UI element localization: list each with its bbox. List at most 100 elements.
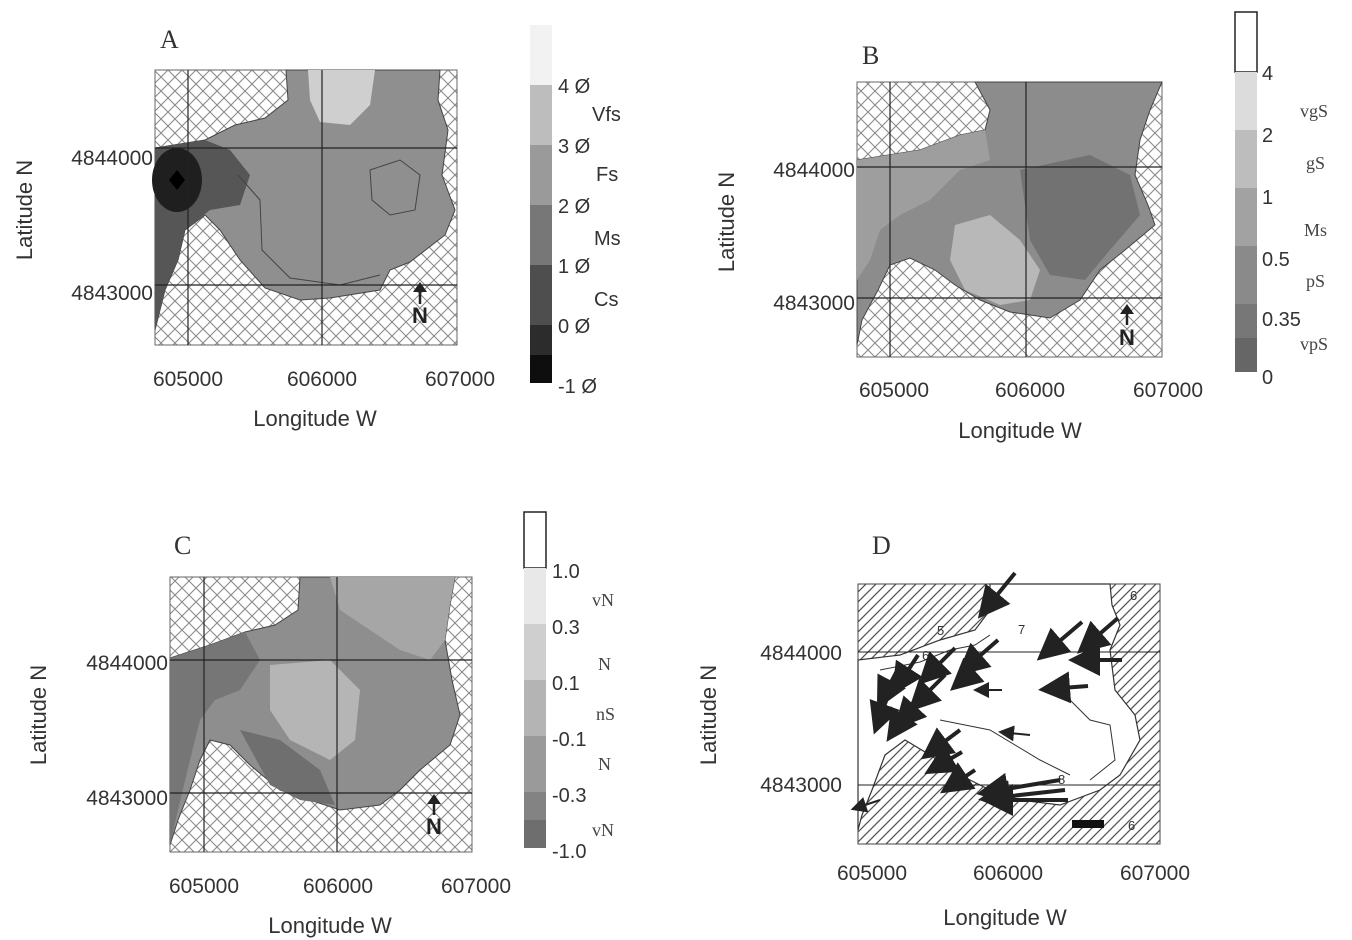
panel-c-colorbar-tick: -1.0 bbox=[552, 841, 586, 863]
panel-a-north-arrow: N bbox=[412, 282, 428, 328]
panel-a-colorbar-class: Fs bbox=[596, 164, 618, 186]
panel-a-ytick: 4844000 bbox=[71, 147, 153, 170]
panel-b-colorbar-tick: 1 bbox=[1262, 187, 1273, 209]
panel-b-label: B bbox=[862, 41, 879, 70]
panel-c-ylabel: Latitude N bbox=[26, 665, 51, 765]
panel-b-colorbar-tick: 4 bbox=[1262, 63, 1273, 85]
panel-d-contour-label: 5 bbox=[937, 623, 944, 638]
panel-a-colorbar-class: Vfs bbox=[592, 104, 621, 126]
panel-d-contour-label: 6 bbox=[1128, 818, 1135, 833]
panel-a-sample-marker bbox=[169, 170, 185, 190]
panel-a-colorbar-tick: -1 Ø bbox=[558, 376, 597, 398]
panel-d-xtick: 607000 bbox=[1120, 862, 1190, 885]
panel-c-colorbar-tick: 1.0 bbox=[552, 561, 580, 583]
transport-arrow bbox=[850, 797, 881, 813]
panel-b-xtick: 605000 bbox=[859, 379, 929, 402]
panel-b-colorbar: 4 2 1 0.5 0.35 0 vgS gS Ms pS vpS bbox=[1234, 11, 1328, 389]
svg-text:N: N bbox=[426, 814, 442, 839]
panel-c-xtick: 607000 bbox=[441, 875, 511, 898]
panel-c-ytick: 4844000 bbox=[86, 652, 168, 675]
panel-d-label: D bbox=[872, 531, 891, 560]
transport-arrow bbox=[977, 571, 1017, 619]
panel-a: A 605000 606000 607000 4844000 4843000 L… bbox=[12, 25, 621, 431]
svg-text:N: N bbox=[412, 303, 428, 328]
panel-d: D 5 6 7 6 8 6 bbox=[696, 531, 1190, 930]
panel-d-contour-label: 7 bbox=[1018, 622, 1025, 637]
panel-c-colorbar-class: N bbox=[598, 754, 611, 774]
panel-d-contour-line bbox=[939, 719, 1071, 776]
svg-text:N: N bbox=[1119, 325, 1135, 350]
panel-b-colorbar-class: pS bbox=[1306, 271, 1325, 291]
panel-b-ylabel: Latitude N bbox=[714, 172, 739, 272]
panel-b-colorbar-class: Ms bbox=[1304, 220, 1327, 240]
panel-a-xtick: 606000 bbox=[287, 368, 357, 391]
panel-b: B 605000 606000 607000 4844000 4843000 L… bbox=[714, 11, 1328, 443]
panel-c-colorbar-tick: 0.1 bbox=[552, 673, 580, 695]
transport-arrow bbox=[918, 646, 957, 685]
panel-c-xtick: 606000 bbox=[303, 875, 373, 898]
panel-a-colorbar-tick: 3 Ø bbox=[558, 136, 590, 158]
transport-arrow bbox=[998, 725, 1031, 742]
panel-d-ylabel: Latitude N bbox=[696, 665, 721, 765]
panel-b-xlabel: Longitude W bbox=[958, 418, 1082, 443]
panel-a-contour-line bbox=[237, 174, 381, 286]
panel-c-skewed-zone-north bbox=[330, 577, 455, 660]
panel-a-xtick: 607000 bbox=[425, 368, 495, 391]
panel-d-ytick: 4843000 bbox=[760, 774, 842, 797]
panel-a-colorbar-tick: 0 Ø bbox=[558, 316, 590, 338]
panel-c-colorbar-class: vN bbox=[592, 820, 614, 840]
panel-c-colorbar-class: N bbox=[598, 654, 611, 674]
panel-a-contour-inner bbox=[369, 159, 421, 216]
transport-arrow bbox=[950, 657, 987, 691]
panel-a-colorbar-tick: 4 Ø bbox=[558, 76, 590, 98]
panel-d-contour-line bbox=[1069, 699, 1116, 781]
panel-c-colorbar-tick: -0.1 bbox=[552, 729, 586, 751]
panel-a-colorbar-class: Cs bbox=[594, 289, 618, 311]
panel-a-ylabel: Latitude N bbox=[12, 160, 37, 260]
panel-d-ytick: 4844000 bbox=[760, 642, 842, 665]
panel-d-contour-label: 6 bbox=[1130, 588, 1137, 603]
panel-b-poor-sorting-zone bbox=[1020, 155, 1140, 280]
panel-b-colorbar-class: vgS bbox=[1300, 101, 1328, 121]
panel-c-ytick: 4843000 bbox=[86, 787, 168, 810]
panel-a-colorbar-class: Ms bbox=[594, 228, 621, 250]
panel-a-ytick: 4843000 bbox=[71, 282, 153, 305]
transport-arrow bbox=[924, 744, 964, 775]
panel-d-transport-vectors bbox=[869, 571, 1122, 816]
panel-d-xlabel: Longitude W bbox=[943, 905, 1067, 930]
panel-a-xlabel: Longitude W bbox=[253, 406, 377, 431]
panel-c-colorbar: 1.0 0.3 0.1 -0.1 -0.3 -1.0 vN N nS N vN bbox=[523, 511, 615, 863]
panel-a-label: A bbox=[160, 25, 179, 54]
panel-d-scale-bar bbox=[1072, 820, 1104, 828]
transport-arrow bbox=[869, 689, 900, 735]
panel-d-small-vectors bbox=[850, 682, 1031, 813]
panel-c-north-arrow: N bbox=[426, 794, 442, 839]
panel-b-north-arrow: N bbox=[1119, 304, 1135, 350]
panel-c-colorbar-tick: 0.3 bbox=[552, 617, 580, 639]
panel-c-label: C bbox=[174, 531, 191, 560]
panel-c-xtick: 605000 bbox=[169, 875, 239, 898]
panel-b-colorbar-tick: 2 bbox=[1262, 125, 1273, 147]
panel-c-colorbar-class: nS bbox=[596, 704, 615, 724]
panel-c: C 605000 606000 607000 4844000 4843000 L… bbox=[26, 511, 615, 938]
transport-arrow bbox=[956, 638, 1000, 676]
panel-b-ytick: 4844000 bbox=[773, 159, 855, 182]
panel-c-colorbar-tick: -0.3 bbox=[552, 785, 586, 807]
transport-arrow bbox=[886, 698, 918, 742]
panel-b-colorbar-tick: 0 bbox=[1262, 367, 1273, 389]
transport-arrow bbox=[920, 727, 962, 760]
panel-a-colorbar-tick: 2 Ø bbox=[558, 196, 590, 218]
transport-arrow bbox=[891, 653, 923, 696]
panel-b-colorbar-tick: 0.5 bbox=[1262, 249, 1290, 271]
panel-d-contour-label: 6 bbox=[922, 648, 929, 663]
panel-b-colorbar-class: gS bbox=[1306, 153, 1325, 173]
panel-c-xlabel: Longitude W bbox=[268, 913, 392, 938]
panel-b-xtick: 606000 bbox=[995, 379, 1065, 402]
panel-a-fine-zone bbox=[308, 70, 375, 125]
panel-b-ytick: 4843000 bbox=[773, 292, 855, 315]
transport-arrow bbox=[940, 762, 977, 794]
transport-arrow bbox=[1038, 671, 1089, 704]
panel-b-good-sorting-zone bbox=[950, 215, 1040, 305]
panel-a-xtick: 605000 bbox=[153, 368, 223, 391]
